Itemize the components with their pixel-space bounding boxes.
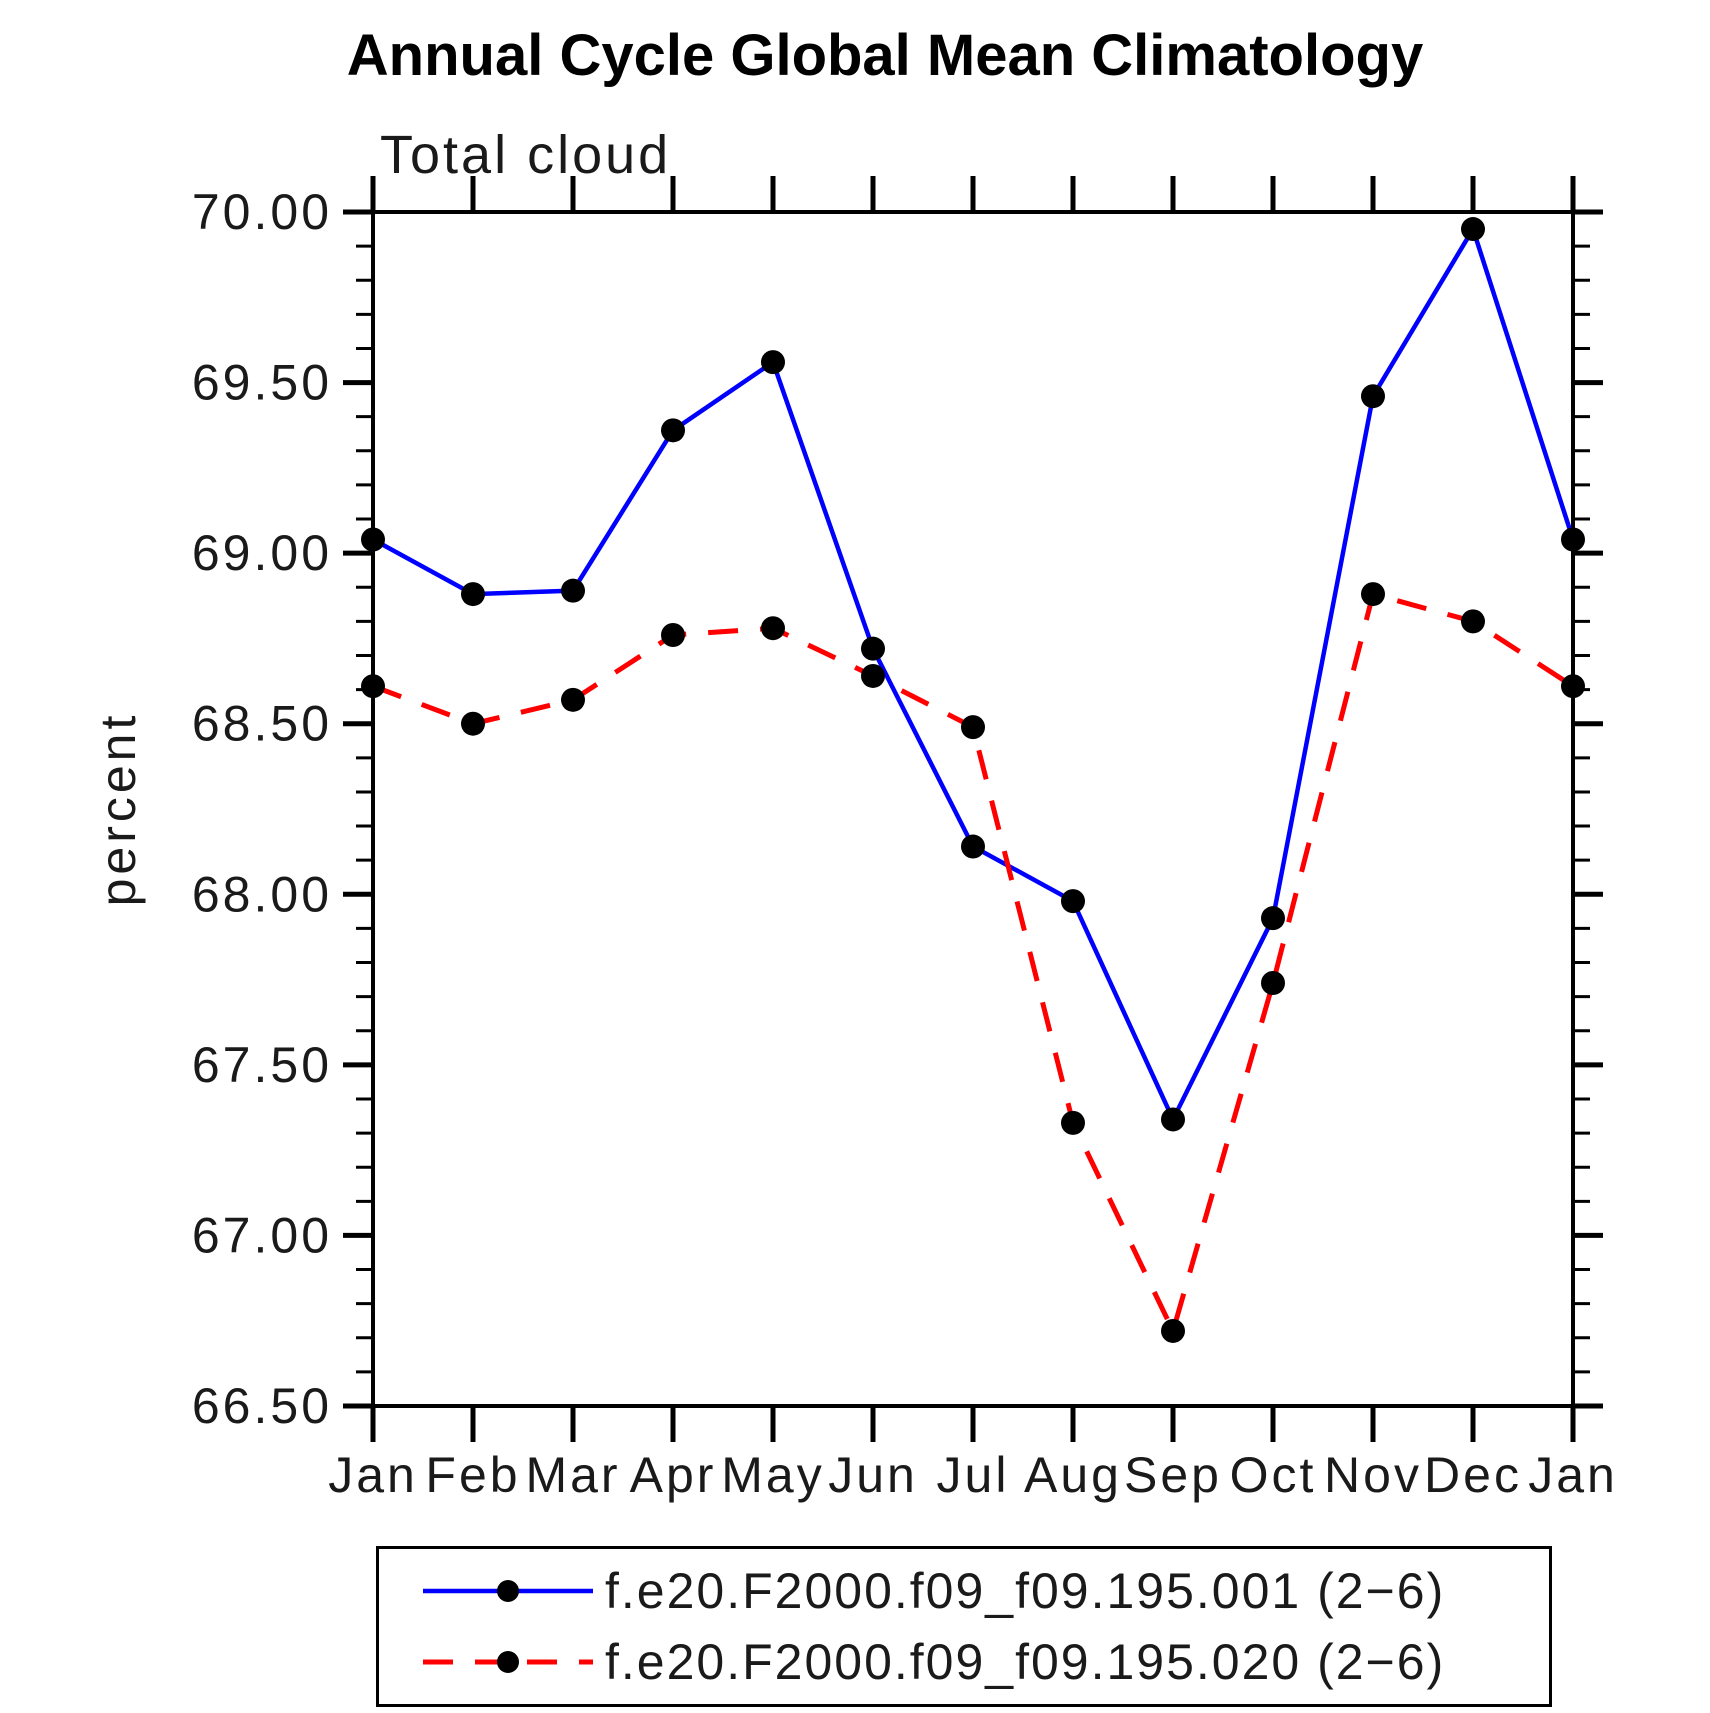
- x-tick-label: Jun: [828, 1447, 918, 1503]
- x-tick-label: Dec: [1424, 1447, 1522, 1503]
- x-tick-label: Feb: [425, 1447, 520, 1503]
- data-point-marker: [361, 674, 385, 699]
- x-tick-label: Jul: [937, 1447, 1010, 1503]
- y-tick-label: 68.00: [192, 866, 332, 922]
- plot-frame: [371, 210, 1575, 1408]
- y-tick-label: 66.50: [192, 1378, 332, 1434]
- data-point-marker: [961, 715, 985, 740]
- legend-sample-solid-line: [423, 1580, 593, 1602]
- data-point-marker: [1161, 1107, 1185, 1132]
- legend: f.e20.F2000.f09_f09.195.001 (2−6) f.e20.…: [376, 1546, 1552, 1707]
- data-point-marker: [861, 663, 885, 688]
- x-tick-label: Aug: [1024, 1447, 1122, 1503]
- data-point-marker: [1561, 674, 1585, 699]
- data-point-marker: [1361, 384, 1385, 409]
- y-tick-label: 69.50: [192, 355, 332, 411]
- chart-subtitle: Total cloud: [380, 125, 672, 185]
- x-tick-label: Apr: [630, 1447, 717, 1503]
- x-tick-label: Mar: [525, 1447, 620, 1503]
- data-point-marker: [1061, 1110, 1085, 1135]
- x-tick-label: Sep: [1124, 1447, 1222, 1503]
- y-tick-label: 68.50: [192, 696, 332, 752]
- data-point-marker: [461, 711, 485, 736]
- data-point-marker: [1261, 906, 1285, 931]
- legend-entry-series-2: f.e20.F2000.f09_f09.195.020 (2−6): [401, 1633, 1549, 1691]
- data-point-marker: [1061, 889, 1085, 914]
- chart-title: Annual Cycle Global Mean Climatology: [346, 23, 1424, 88]
- x-tick-label: Jan: [1528, 1447, 1618, 1503]
- y-tick-label: 70.00: [192, 184, 332, 240]
- series-line-2: [372, 591, 1575, 1338]
- legend-entry-series-1: f.e20.F2000.f09_f09.195.001 (2−6): [401, 1562, 1549, 1620]
- y-tick-label: 67.50: [192, 1037, 332, 1093]
- data-point-marker: [461, 582, 485, 607]
- legend-marker-icon: [497, 1651, 519, 1673]
- x-tick-label: May: [721, 1447, 824, 1503]
- data-point-marker: [761, 616, 785, 641]
- data-point-marker: [561, 578, 585, 603]
- legend-label-series-1: f.e20.F2000.f09_f09.195.001 (2−6): [605, 1563, 1446, 1619]
- data-point-marker: [1361, 582, 1385, 607]
- legend-sample-dashed-line: [423, 1651, 593, 1673]
- data-point-marker: [1461, 609, 1485, 634]
- data-point-marker: [761, 350, 785, 375]
- data-point-marker: [361, 527, 385, 552]
- data-point-marker: [1561, 527, 1585, 552]
- data-point-marker: [561, 687, 585, 712]
- x-tick-label: Jan: [328, 1447, 418, 1503]
- x-tick-label: Nov: [1324, 1447, 1422, 1503]
- legend-label-series-2: f.e20.F2000.f09_f09.195.020 (2−6): [605, 1634, 1446, 1690]
- y-tick-label: 67.00: [192, 1207, 332, 1263]
- data-point-marker: [661, 623, 685, 648]
- legend-marker-icon: [497, 1580, 519, 1602]
- x-tick-label: Oct: [1230, 1447, 1317, 1503]
- data-point-marker: [1261, 970, 1285, 995]
- data-point-marker: [861, 636, 885, 661]
- data-point-marker: [961, 834, 985, 859]
- data-point-marker: [661, 418, 685, 443]
- data-point-marker: [1461, 217, 1485, 242]
- data-point-marker: [1161, 1318, 1185, 1343]
- series-line-1: [371, 223, 1576, 1125]
- y-tick-label: 69.00: [192, 525, 332, 581]
